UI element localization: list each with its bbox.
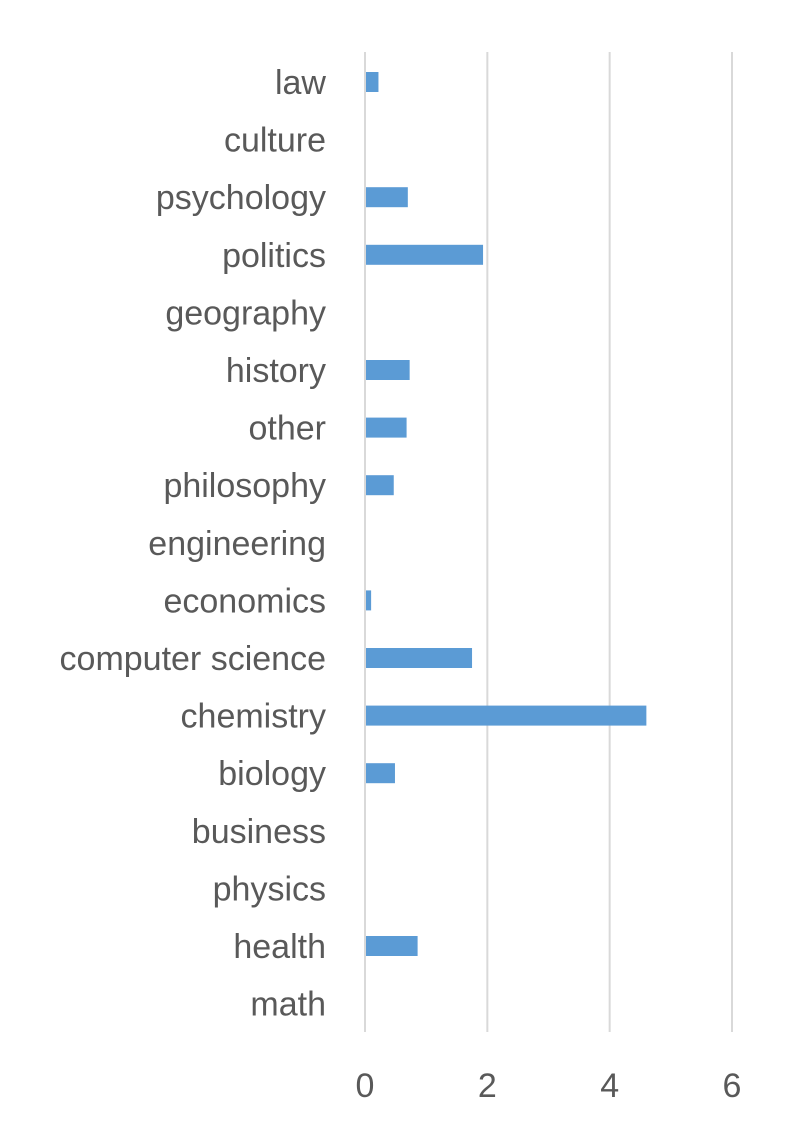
category-label: philosophy [163, 467, 326, 505]
bar-psychology [366, 187, 408, 208]
bar-economics [366, 590, 372, 611]
category-label: physics [213, 870, 326, 908]
bar-history [366, 360, 410, 380]
category-labels: law culture psychology politics geography his… [60, 64, 327, 1024]
category-label: biology [218, 755, 326, 793]
bar-other [366, 417, 407, 438]
bar-health [366, 936, 418, 956]
category-label: computer science [60, 640, 326, 678]
x-tick-label: 2 [478, 1067, 497, 1105]
category-label: health [233, 928, 326, 966]
bar-law [366, 72, 379, 92]
category-label: other [249, 410, 327, 448]
bar-computer-science [366, 648, 473, 668]
bar-chemistry [366, 705, 647, 726]
bar-politics [366, 244, 484, 265]
x-tick-label: 6 [723, 1067, 742, 1105]
category-label: business [192, 813, 326, 851]
bar-biology [366, 763, 395, 784]
bar-philosophy [366, 475, 394, 496]
category-label: culture [224, 122, 326, 160]
bars [366, 72, 647, 956]
category-label: law [275, 64, 326, 102]
x-tick-labels: 0 2 4 6 [356, 1067, 742, 1105]
x-tick-label: 0 [356, 1067, 375, 1105]
x-tick-label: 4 [600, 1067, 619, 1105]
category-label: geography [165, 294, 326, 332]
category-label: chemistry [181, 698, 326, 736]
category-label: psychology [156, 179, 326, 217]
category-label: math [250, 986, 326, 1024]
category-label: economics [163, 582, 326, 620]
category-label: politics [222, 237, 326, 275]
category-label: history [226, 352, 326, 390]
category-label: engineering [148, 525, 326, 563]
gridlines [364, 52, 733, 1032]
